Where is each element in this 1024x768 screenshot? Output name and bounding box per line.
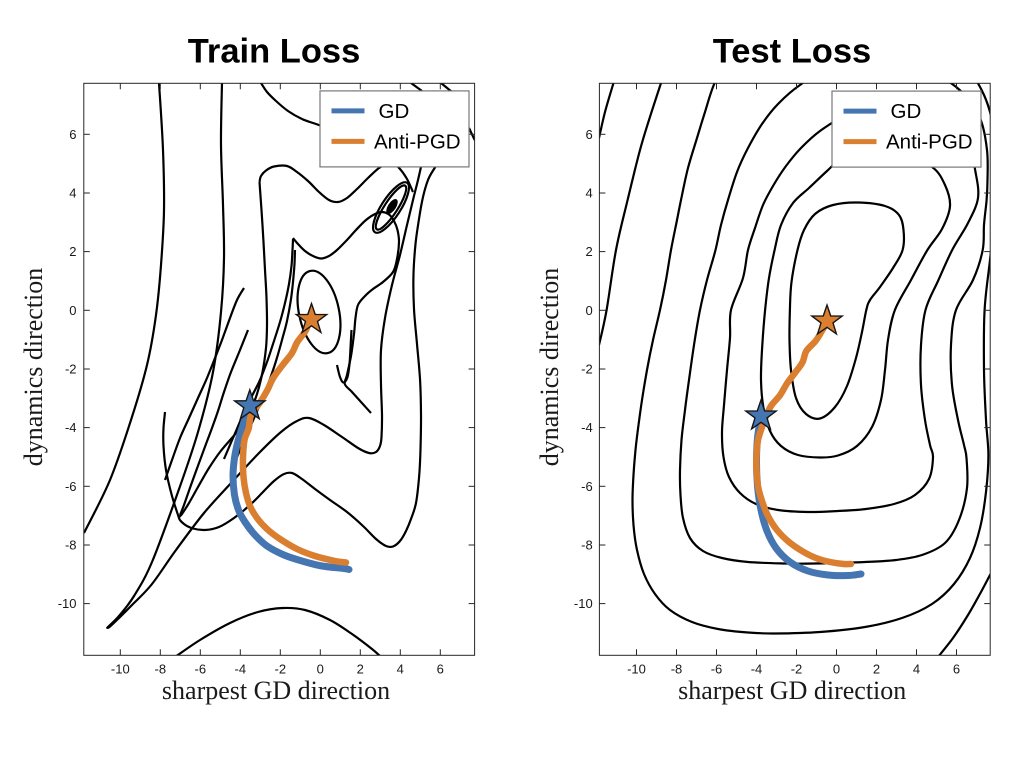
svg-text:-4: -4 — [65, 420, 77, 435]
svg-text:-6: -6 — [195, 662, 207, 677]
svg-text:0: 0 — [317, 662, 324, 677]
svg-text:dynamics direction: dynamics direction — [19, 268, 48, 467]
svg-text:-10: -10 — [111, 662, 130, 677]
svg-text:6: 6 — [69, 127, 76, 142]
svg-text:Anti-PGD: Anti-PGD — [374, 130, 461, 153]
svg-text:2: 2 — [585, 244, 592, 259]
svg-text:2: 2 — [69, 244, 76, 259]
svg-text:-4: -4 — [235, 662, 247, 677]
svg-text:GD: GD — [379, 100, 410, 123]
svg-text:4: 4 — [913, 662, 920, 677]
svg-text:4: 4 — [585, 186, 592, 201]
svg-text:-2: -2 — [581, 362, 593, 377]
svg-text:GD: GD — [891, 100, 922, 123]
svg-text:6: 6 — [953, 662, 960, 677]
svg-text:-6: -6 — [65, 479, 77, 494]
svg-text:-8: -8 — [671, 662, 683, 677]
svg-text:2: 2 — [873, 662, 880, 677]
svg-text:-2: -2 — [275, 662, 287, 677]
svg-text:-10: -10 — [574, 596, 593, 611]
svg-text:-4: -4 — [751, 662, 763, 677]
svg-text:dynamics direction: dynamics direction — [535, 268, 564, 467]
svg-text:-6: -6 — [581, 479, 593, 494]
svg-text:0: 0 — [833, 662, 840, 677]
svg-text:4: 4 — [397, 662, 404, 677]
svg-text:Test Loss: Test Loss — [713, 33, 871, 71]
svg-text:-10: -10 — [58, 596, 77, 611]
svg-text:0: 0 — [69, 303, 76, 318]
svg-text:-10: -10 — [627, 662, 646, 677]
svg-text:-4: -4 — [581, 420, 593, 435]
svg-text:sharpest GD direction: sharpest GD direction — [678, 676, 906, 705]
svg-text:-2: -2 — [65, 362, 77, 377]
svg-text:-8: -8 — [155, 662, 167, 677]
svg-text:Train Loss: Train Loss — [188, 33, 361, 71]
svg-text:6: 6 — [585, 127, 592, 142]
svg-text:-6: -6 — [711, 662, 723, 677]
svg-text:0: 0 — [585, 303, 592, 318]
svg-text:-8: -8 — [65, 538, 77, 553]
svg-text:Anti-PGD: Anti-PGD — [886, 131, 973, 154]
svg-text:-2: -2 — [791, 662, 803, 677]
svg-text:-8: -8 — [581, 538, 593, 553]
svg-text:2: 2 — [357, 662, 364, 677]
svg-text:sharpest GD direction: sharpest GD direction — [162, 676, 390, 705]
svg-text:4: 4 — [69, 186, 76, 201]
svg-text:6: 6 — [437, 662, 444, 677]
